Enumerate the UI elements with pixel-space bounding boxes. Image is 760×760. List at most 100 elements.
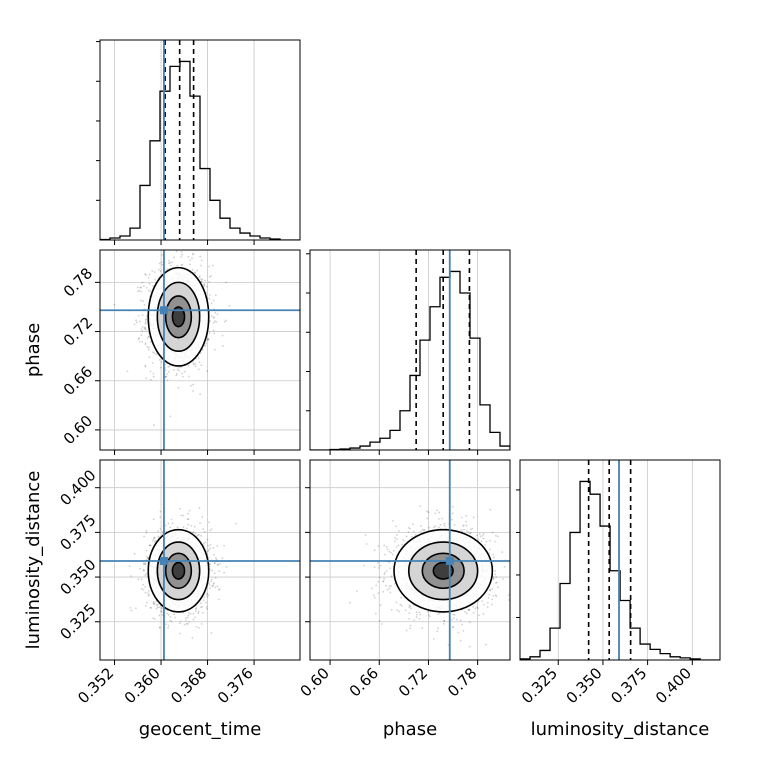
sample-point: [210, 528, 213, 531]
sample-point: [488, 539, 491, 542]
sample-point: [489, 508, 492, 511]
panel-content: [100, 250, 300, 450]
sample-point: [191, 253, 194, 256]
sample-point: [188, 620, 191, 623]
sample-point: [201, 278, 204, 281]
sample-point: [375, 584, 377, 587]
sample-point: [151, 539, 154, 542]
sample-point: [205, 601, 207, 604]
sample-point: [200, 534, 203, 537]
sample-point: [167, 365, 170, 368]
sample-point: [146, 601, 148, 604]
sample-point: [201, 605, 203, 608]
sample-point: [195, 625, 198, 628]
sample-point: [126, 370, 129, 373]
sample-point: [145, 555, 148, 558]
sample-point: [205, 342, 207, 345]
sample-point: [400, 604, 403, 607]
sample-point: [225, 281, 228, 284]
sample-point: [148, 593, 150, 596]
sample-point: [214, 586, 217, 589]
sample-point: [479, 535, 482, 538]
sample-point: [187, 614, 190, 617]
sample-point: [144, 574, 147, 577]
sample-point: [462, 629, 465, 632]
sample-point: [181, 375, 184, 378]
sample-point: [390, 584, 393, 587]
sample-point: [184, 619, 187, 622]
sample-point: [160, 610, 163, 612]
sample-point: [145, 377, 148, 380]
sample-point: [484, 544, 487, 546]
sample-point: [205, 594, 208, 596]
sample-point: [208, 297, 211, 300]
sample-point: [457, 631, 460, 634]
sample-point: [397, 544, 400, 547]
sample-point: [373, 596, 376, 599]
sample-point: [202, 285, 205, 288]
sample-point: [178, 622, 181, 625]
sample-point: [426, 610, 429, 613]
sample-point: [167, 262, 170, 265]
sample-point: [143, 327, 146, 329]
sample-point: [144, 562, 147, 565]
sample-point: [143, 285, 145, 287]
sample-point: [193, 525, 196, 528]
sample-point: [152, 617, 155, 620]
sample-point: [398, 610, 400, 613]
sample-point: [142, 569, 145, 572]
sample-point: [394, 537, 397, 539]
sample-point: [491, 531, 494, 534]
sample-point: [215, 320, 218, 323]
sample-point: [210, 315, 213, 317]
sample-point: [495, 534, 497, 537]
sample-point: [152, 600, 155, 603]
sample-point: [206, 538, 209, 541]
sample-point: [476, 607, 479, 610]
sample-point: [377, 567, 380, 569]
sample-point: [208, 294, 211, 296]
sample-point: [356, 590, 358, 592]
sample-point: [501, 551, 504, 554]
sample-point: [480, 540, 483, 543]
panel-phase-phase: [306, 249, 511, 455]
sample-point: [451, 512, 454, 515]
sample-point: [393, 582, 396, 585]
sample-point: [135, 319, 137, 322]
sample-point: [159, 366, 162, 369]
sample-point: [152, 375, 155, 378]
sample-point: [213, 332, 216, 335]
sample-point: [154, 278, 156, 281]
sample-point: [147, 289, 150, 292]
sample-point: [198, 361, 201, 364]
sample-point: [223, 320, 226, 323]
sample-point: [218, 570, 221, 573]
sample-point: [157, 535, 160, 538]
sample-point: [389, 551, 392, 554]
sample-point: [193, 271, 196, 274]
sample-point: [155, 353, 158, 356]
sample-point: [408, 606, 411, 609]
sample-point: [168, 365, 171, 368]
sample-point: [436, 630, 439, 633]
sample-point: [178, 369, 180, 372]
sample-point: [143, 535, 145, 538]
sample-point: [201, 516, 204, 518]
sample-point: [140, 578, 143, 581]
sample-point: [164, 369, 167, 371]
sample-point: [179, 507, 181, 510]
sample-point: [439, 523, 442, 526]
sample-point: [235, 522, 237, 525]
sample-point: [214, 311, 217, 314]
sample-point: [395, 546, 398, 548]
sample-point: [413, 619, 415, 622]
sample-point: [412, 530, 415, 533]
sample-point: [410, 607, 412, 610]
sample-point: [145, 328, 147, 331]
sample-point: [191, 268, 194, 271]
sample-point: [181, 253, 184, 256]
sample-point: [404, 609, 407, 612]
sample-point: [212, 547, 215, 549]
sample-point: [213, 562, 216, 564]
density-contour-3: [432, 561, 454, 580]
